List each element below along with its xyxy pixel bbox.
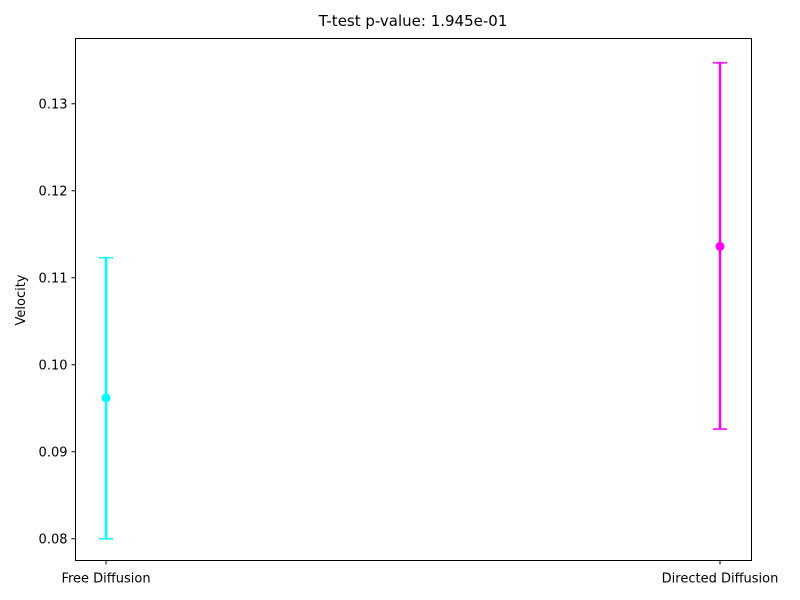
x-tick-label: Free Diffusion <box>61 572 150 587</box>
y-tick-label: 0.09 <box>39 445 68 460</box>
y-tick-label: 0.10 <box>39 358 68 373</box>
mean-point <box>715 241 725 251</box>
plot-frame <box>75 38 752 561</box>
y-axis-label: Velocity <box>14 274 29 325</box>
y-tick-label: 0.08 <box>39 532 68 547</box>
errorbar-group <box>713 62 727 430</box>
y-tick-label: 0.11 <box>39 271 68 286</box>
mean-point <box>101 393 111 403</box>
x-axis: Free Diffusion Directed Diffusion <box>61 560 779 587</box>
plot-area <box>99 62 727 540</box>
y-tick-label: 0.13 <box>39 97 68 112</box>
errorbar-group <box>99 256 113 540</box>
chart-title: T-test p-value: 1.945e-01 <box>318 12 508 30</box>
y-axis: 0.08 0.09 0.10 0.11 0.12 0.13 <box>39 97 76 547</box>
x-tick-label: Directed Diffusion <box>662 572 779 587</box>
y-tick-label: 0.12 <box>39 184 68 199</box>
